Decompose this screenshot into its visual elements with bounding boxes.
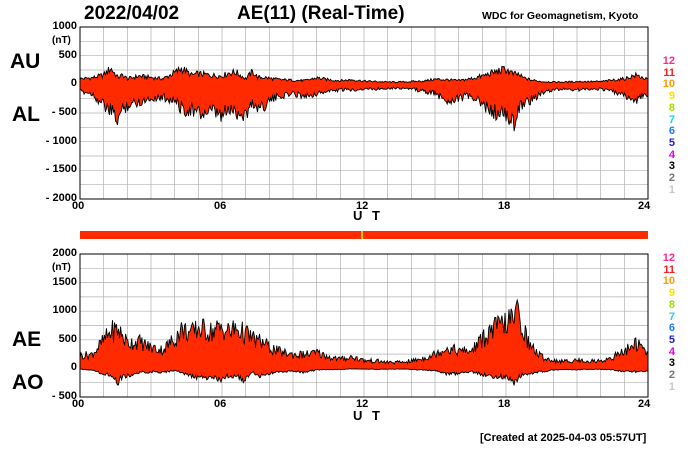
level-3-label: 3 <box>668 357 675 370</box>
level-1-label: 1 <box>668 380 675 393</box>
y-tick-label: 500 <box>58 332 77 345</box>
level-5-label: 5 <box>668 333 675 346</box>
x-tick-label: 18 <box>498 200 511 212</box>
level-5-label: 5 <box>668 136 675 149</box>
level-10-label: 10 <box>662 275 675 288</box>
y-tick-label: 0 <box>70 361 77 374</box>
chart-date: 2022/04/02 <box>84 3 180 24</box>
data-status-marker <box>361 231 363 239</box>
y-tick-label: 500 <box>58 48 77 61</box>
series-al-line <box>79 86 649 132</box>
level-9-label: 9 <box>668 287 675 300</box>
series-ao-line <box>80 368 649 386</box>
x-tick-label: 18 <box>498 398 511 410</box>
top-unit-label: (nT) <box>52 35 71 46</box>
x-tick-label: 06 <box>214 200 227 212</box>
x-tick-label: 24 <box>638 398 651 410</box>
y-tick-label: - 1000 <box>45 134 77 147</box>
x-tick-label: 00 <box>72 398 85 410</box>
x-tick-label: 24 <box>638 200 651 212</box>
series-au-line <box>79 65 649 84</box>
level-9-label: 9 <box>668 90 675 103</box>
series-envelope-fill <box>80 66 648 132</box>
level-2-label: 2 <box>668 172 675 184</box>
series-ae-line <box>79 298 649 365</box>
level-11-label: 11 <box>663 66 675 79</box>
institution-label: WDC for Geomagnetism, Kyoto <box>482 10 639 22</box>
level-3-label: 3 <box>668 160 675 173</box>
top-x-axis-title: U T <box>353 208 383 223</box>
level-12-label: 12 <box>662 252 675 264</box>
y-tick-label: 2000 <box>52 247 77 259</box>
level-12-label: 12 <box>662 55 675 67</box>
level-11-label: 11 <box>663 263 675 276</box>
y-tick-label: - 500 <box>51 390 77 402</box>
x-tick-label: 06 <box>214 398 227 410</box>
level-7-label: 7 <box>668 310 675 323</box>
au-label: AU <box>10 50 41 73</box>
level-4-label: 4 <box>668 345 675 358</box>
bottom-unit-label: (nT) <box>52 262 71 273</box>
ao-label: AO <box>12 371 44 394</box>
data-status-bar <box>80 231 648 239</box>
y-tick-label: - 2000 <box>45 192 77 204</box>
level-6-label: 6 <box>668 322 675 335</box>
y-tick-label: 1000 <box>52 304 77 317</box>
bottom-x-axis-title: U T <box>353 408 383 423</box>
y-tick-label: 1000 <box>52 20 77 32</box>
created-timestamp: [Created at 2025-04-03 05:57UT] <box>480 432 647 444</box>
y-tick-label: - 1500 <box>45 163 77 176</box>
x-tick-label: 00 <box>72 200 85 212</box>
y-tick-label: - 500 <box>51 106 77 118</box>
al-label: AL <box>12 103 40 126</box>
level-10-label: 10 <box>662 78 675 91</box>
level-7-label: 7 <box>668 113 675 126</box>
level-8-label: 8 <box>668 298 675 311</box>
level-4-label: 4 <box>668 148 675 161</box>
level-6-label: 6 <box>668 125 675 138</box>
x-tick-label: 12 <box>356 398 369 410</box>
level-8-label: 8 <box>668 101 675 114</box>
y-tick-label: 0 <box>70 77 77 90</box>
plot-frame <box>79 253 649 398</box>
plot-frame <box>79 26 649 200</box>
series-envelope-fill <box>80 300 648 386</box>
chart-title: AE(11) (Real-Time) <box>237 3 405 24</box>
ae-label: AE <box>12 328 42 351</box>
y-tick-label: 1500 <box>52 275 77 288</box>
level-2-label: 2 <box>668 369 675 381</box>
x-tick-label: 12 <box>356 200 369 212</box>
level-1-label: 1 <box>668 183 675 196</box>
